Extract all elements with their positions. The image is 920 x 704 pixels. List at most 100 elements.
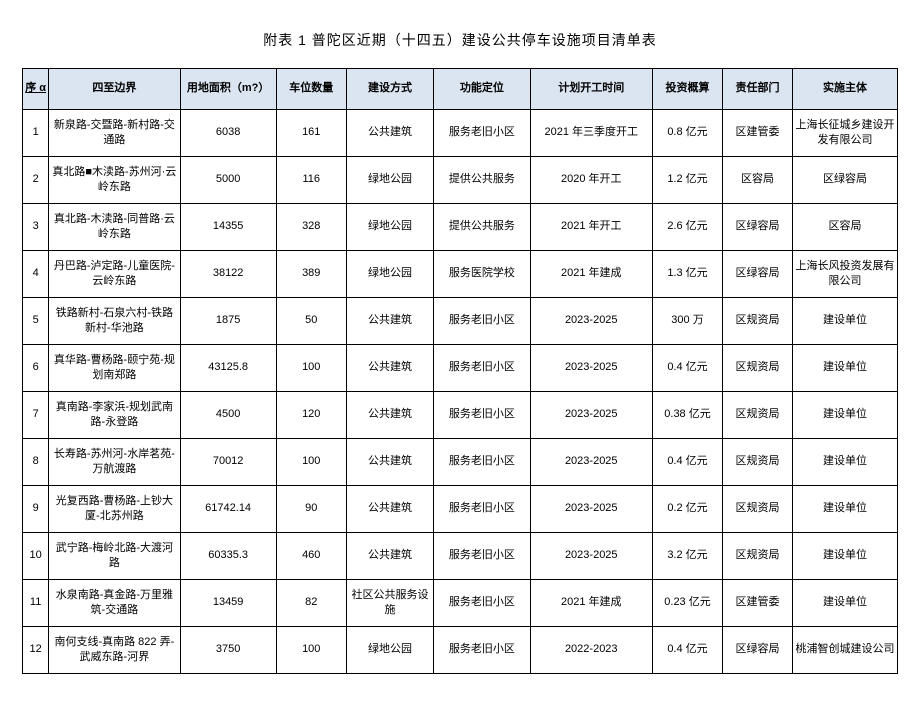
table-cell: 82 <box>276 580 346 627</box>
table-row: 1新泉路-交暨路-新村路-交通路6038161公共建筑服务老旧小区2021 年三… <box>23 110 898 157</box>
table-cell: 10 <box>23 533 49 580</box>
table-cell: 161 <box>276 110 346 157</box>
table-cell: 61742.14 <box>180 486 276 533</box>
table-cell: 1 <box>23 110 49 157</box>
table-cell: 建设单位 <box>793 486 898 533</box>
table-cell: 服务老旧小区 <box>434 627 530 674</box>
table-cell: 43125.8 <box>180 345 276 392</box>
table-cell: 70012 <box>180 439 276 486</box>
table-cell: 区建管委 <box>723 110 793 157</box>
table-cell: 公共建筑 <box>346 533 434 580</box>
col-inv: 投资概算 <box>653 69 723 110</box>
table-cell: 建设单位 <box>793 345 898 392</box>
table-cell: 水泉南路-真金路-万里雅筑-交通路 <box>49 580 180 627</box>
table-row: 4丹巴路-泸定路-儿童医院-云岭东路38122389绿地公园服务医院学校2021… <box>23 251 898 298</box>
table-cell: 南何支线-真南路 822 弄-武威东路-河界 <box>49 627 180 674</box>
table-cell: 社区公共服务设施 <box>346 580 434 627</box>
table-cell: 2.6 亿元 <box>653 204 723 251</box>
col-method: 建设方式 <box>346 69 434 110</box>
table-cell: 5000 <box>180 157 276 204</box>
table-cell: 2021 年建成 <box>530 580 653 627</box>
table-cell: 绿地公园 <box>346 157 434 204</box>
table-cell: 公共建筑 <box>346 345 434 392</box>
table-cell: 服务老旧小区 <box>434 486 530 533</box>
table-cell: 绿地公园 <box>346 627 434 674</box>
table-cell: 公共建筑 <box>346 392 434 439</box>
table-cell: 公共建筑 <box>346 110 434 157</box>
table-cell: 460 <box>276 533 346 580</box>
table-cell: 2 <box>23 157 49 204</box>
table-cell: 120 <box>276 392 346 439</box>
table-cell: 提供公共服务 <box>434 157 530 204</box>
table-cell: 服务老旧小区 <box>434 110 530 157</box>
table-cell: 2021 年三季度开工 <box>530 110 653 157</box>
table-cell: 100 <box>276 627 346 674</box>
table-cell: 2023-2025 <box>530 486 653 533</box>
table-cell: 桃浦智创城建设公司 <box>793 627 898 674</box>
table-cell: 9 <box>23 486 49 533</box>
table-cell: 建设单位 <box>793 298 898 345</box>
table-cell: 绿地公园 <box>346 204 434 251</box>
table-cell: 上海长风投资发展有限公司 <box>793 251 898 298</box>
table-cell: 长寿路-苏州河-水岸茗苑-万航渡路 <box>49 439 180 486</box>
table-cell: 90 <box>276 486 346 533</box>
table-cell: 0.2 亿元 <box>653 486 723 533</box>
table-cell: 区容局 <box>793 204 898 251</box>
table-cell: 4 <box>23 251 49 298</box>
table-cell: 300 万 <box>653 298 723 345</box>
table-cell: 1.2 亿元 <box>653 157 723 204</box>
table-cell: 区规资局 <box>723 486 793 533</box>
table-row: 6真华路-曹杨路-颐宁苑-规划南郑路43125.8100公共建筑服务老旧小区20… <box>23 345 898 392</box>
table-cell: 4500 <box>180 392 276 439</box>
table-cell: 60335.3 <box>180 533 276 580</box>
table-cell: 50 <box>276 298 346 345</box>
table-cell: 2020 年开工 <box>530 157 653 204</box>
table-row: 7真南路-李家浜-规划武南路-永登路4500120公共建筑服务老旧小区2023-… <box>23 392 898 439</box>
table-cell: 0.8 亿元 <box>653 110 723 157</box>
table-cell: 区绿容局 <box>723 251 793 298</box>
table-cell: 区规资局 <box>723 345 793 392</box>
table-cell: 389 <box>276 251 346 298</box>
table-cell: 13459 <box>180 580 276 627</box>
table-cell: 3750 <box>180 627 276 674</box>
table-cell: 服务老旧小区 <box>434 439 530 486</box>
table-cell: 服务医院学校 <box>434 251 530 298</box>
table-cell: 绿地公园 <box>346 251 434 298</box>
table-cell: 0.23 亿元 <box>653 580 723 627</box>
table-cell: 服务老旧小区 <box>434 533 530 580</box>
table-cell: 2021 年开工 <box>530 204 653 251</box>
table-cell: 服务老旧小区 <box>434 392 530 439</box>
table-cell: 1.3 亿元 <box>653 251 723 298</box>
table-cell: 2023-2025 <box>530 345 653 392</box>
table-row: 2真北路■木渎路-苏州河·云岭东路5000116绿地公园提供公共服务2020 年… <box>23 157 898 204</box>
table-row: 3真北路-木渎路-同普路·云岭东路14355328绿地公园提供公共服务2021 … <box>23 204 898 251</box>
table-cell: 2023-2025 <box>530 392 653 439</box>
table-cell: 区规资局 <box>723 439 793 486</box>
table-cell: 建设单位 <box>793 533 898 580</box>
table-cell: 区绿容局 <box>793 157 898 204</box>
table-cell: 真北路-木渎路-同普路·云岭东路 <box>49 204 180 251</box>
table-cell: 2021 年建成 <box>530 251 653 298</box>
table-cell: 100 <box>276 345 346 392</box>
table-row: 5铁路新村-石泉六村-铁路新村-华池路187550公共建筑服务老旧小区2023-… <box>23 298 898 345</box>
table-row: 8长寿路-苏州河-水岸茗苑-万航渡路70012100公共建筑服务老旧小区2023… <box>23 439 898 486</box>
table-row: 12南何支线-真南路 822 弄-武威东路-河界3750100绿地公园服务老旧小… <box>23 627 898 674</box>
col-dept: 责任部门 <box>723 69 793 110</box>
table-cell: 0.4 亿元 <box>653 439 723 486</box>
table-cell: 公共建筑 <box>346 439 434 486</box>
table-cell: 区容局 <box>723 157 793 204</box>
table-cell: 铁路新村-石泉六村-铁路新村-华池路 <box>49 298 180 345</box>
table-cell: 116 <box>276 157 346 204</box>
table-cell: 6 <box>23 345 49 392</box>
col-seq: 序 α <box>23 69 49 110</box>
col-bound: 四至边界 <box>49 69 180 110</box>
table-cell: 真南路-李家浜-规划武南路-永登路 <box>49 392 180 439</box>
table-cell: 上海长征城乡建设开发有限公司 <box>793 110 898 157</box>
table-cell: 1875 <box>180 298 276 345</box>
table-cell: 光复西路-曹杨路-上钞大厦-北苏州路 <box>49 486 180 533</box>
table-cell: 14355 <box>180 204 276 251</box>
table-cell: 38122 <box>180 251 276 298</box>
project-table: 序 α 四至边界 用地面积（m?） 车位数量 建设方式 功能定位 计划开工时间 … <box>22 68 898 674</box>
table-cell: 100 <box>276 439 346 486</box>
col-slots: 车位数量 <box>276 69 346 110</box>
